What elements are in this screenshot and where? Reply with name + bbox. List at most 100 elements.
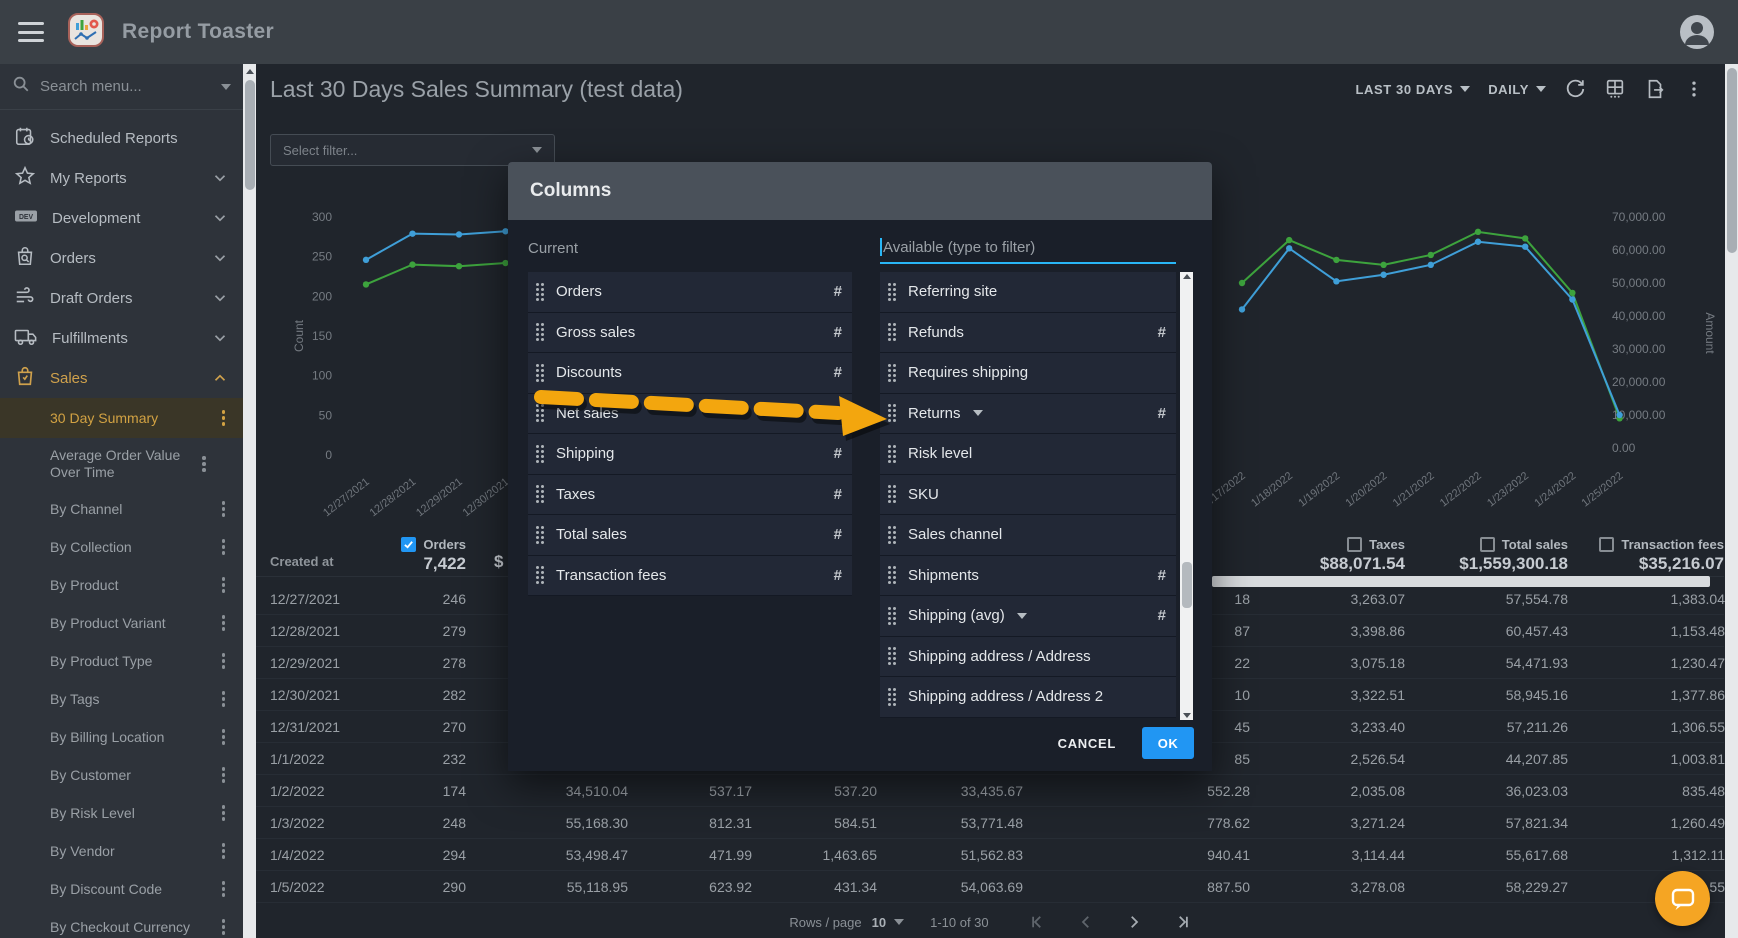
sidebar-item-by-product-variant[interactable]: By Product Variant xyxy=(0,604,243,642)
sidebar-item-scheduled-reports[interactable]: Scheduled Reports xyxy=(0,118,243,158)
drag-handle-icon[interactable] xyxy=(888,283,896,301)
last-page-button[interactable] xyxy=(1173,913,1191,931)
column-header-orders[interactable]: Orders 7,422 xyxy=(401,537,466,574)
checkbox-unchecked-icon[interactable] xyxy=(1599,537,1614,552)
kebab-menu-icon[interactable] xyxy=(218,763,230,787)
checkbox-unchecked-icon[interactable] xyxy=(1347,537,1362,552)
scroll-down-icon[interactable] xyxy=(1183,713,1191,718)
sidebar-item-average-order-value-over-time[interactable]: Average Order Value Over Time xyxy=(0,438,243,490)
sidebar-item-my-reports[interactable]: My Reports xyxy=(0,158,243,198)
drag-handle-icon[interactable] xyxy=(536,526,544,544)
granularity-button[interactable]: DAILY xyxy=(1488,82,1546,97)
current-column-taxes[interactable]: Taxes# xyxy=(528,475,852,516)
available-column-risk-level[interactable]: Risk level xyxy=(880,434,1176,475)
table-view-button[interactable] xyxy=(1604,78,1626,100)
sidebar-item-by-risk-level[interactable]: By Risk Level xyxy=(0,794,243,832)
drag-handle-icon[interactable] xyxy=(536,404,544,422)
available-column-sku[interactable]: SKU xyxy=(880,475,1176,516)
kebab-menu-icon[interactable] xyxy=(218,725,230,749)
current-column-gross-sales[interactable]: Gross sales# xyxy=(528,313,852,354)
available-column-returns[interactable]: Returns# xyxy=(880,394,1176,435)
sidebar-item-30-day-summary[interactable]: 30 Day Summary xyxy=(0,398,243,438)
current-column-transaction-fees[interactable]: Transaction fees# xyxy=(528,556,852,597)
drag-handle-icon[interactable] xyxy=(888,566,896,584)
drag-handle-icon[interactable] xyxy=(888,323,896,341)
current-column-net-sales[interactable]: Net sales# xyxy=(528,394,852,435)
sidebar-item-by-tags[interactable]: By Tags xyxy=(0,680,243,718)
column-header-total-sales[interactable]: Total sales $1,559,300.18 xyxy=(1459,537,1568,574)
sidebar-item-by-customer[interactable]: By Customer xyxy=(0,756,243,794)
current-column-shipping[interactable]: Shipping# xyxy=(528,434,852,475)
table-row[interactable]: 1/4/202229453,498.47471.991,463.6551,562… xyxy=(256,839,1724,871)
column-header-taxes[interactable]: Taxes $88,071.54 xyxy=(1320,537,1405,574)
kebab-menu-icon[interactable] xyxy=(198,452,210,476)
cancel-button[interactable]: CANCEL xyxy=(1048,728,1126,759)
ok-button[interactable]: OK xyxy=(1142,727,1194,759)
available-filter-input[interactable]: Available (type to filter) xyxy=(880,232,1176,264)
table-row[interactable]: 1/3/202224855,168.30812.31584.5153,771.4… xyxy=(256,807,1724,839)
refresh-button[interactable] xyxy=(1564,78,1586,100)
sidebar-scrollbar[interactable] xyxy=(243,64,256,938)
available-column-shipping-address-address-2[interactable]: Shipping address / Address 2 xyxy=(880,677,1176,718)
sidebar-item-sales[interactable]: Sales xyxy=(0,358,243,398)
kebab-menu-icon[interactable] xyxy=(218,573,230,597)
kebab-menu-icon[interactable] xyxy=(218,406,230,430)
main-scrollbar[interactable] xyxy=(1725,64,1738,938)
current-column-discounts[interactable]: Discounts# xyxy=(528,353,852,394)
kebab-menu-icon[interactable] xyxy=(218,611,230,635)
sidebar-item-by-channel[interactable]: By Channel xyxy=(0,490,243,528)
scroll-up-icon[interactable] xyxy=(246,69,254,74)
drag-handle-icon[interactable] xyxy=(888,485,896,503)
kebab-menu-icon[interactable] xyxy=(218,497,230,521)
chevron-down-icon[interactable] xyxy=(1017,613,1027,619)
available-column-shipping-address-address[interactable]: Shipping address / Address xyxy=(880,637,1176,678)
current-column-total-sales[interactable]: Total sales# xyxy=(528,515,852,556)
scrollbar-thumb[interactable] xyxy=(1182,562,1192,608)
date-range-button[interactable]: LAST 30 DAYS xyxy=(1355,82,1470,97)
available-column-refunds[interactable]: Refunds# xyxy=(880,313,1176,354)
drag-handle-icon[interactable] xyxy=(888,404,896,422)
drag-handle-icon[interactable] xyxy=(888,607,896,625)
hamburger-menu-icon[interactable] xyxy=(18,22,44,42)
drag-handle-icon[interactable] xyxy=(536,445,544,463)
available-column-sales-channel[interactable]: Sales channel xyxy=(880,515,1176,556)
sidebar-item-fulfillments[interactable]: Fulfillments xyxy=(0,318,243,358)
kebab-menu-icon[interactable] xyxy=(218,915,230,938)
kebab-menu-icon[interactable] xyxy=(218,649,230,673)
kebab-menu-icon[interactable] xyxy=(218,535,230,559)
table-row[interactable]: 1/5/202229055,118.95623.92431.3454,063.6… xyxy=(256,871,1724,903)
drag-handle-icon[interactable] xyxy=(536,364,544,382)
more-options-icon[interactable] xyxy=(1684,79,1704,99)
sidebar-item-by-vendor[interactable]: By Vendor xyxy=(0,832,243,870)
sidebar-item-draft-orders[interactable]: Draft Orders xyxy=(0,278,243,318)
kebab-menu-icon[interactable] xyxy=(218,687,230,711)
scrollbar-thumb[interactable] xyxy=(245,80,255,190)
sidebar-item-by-checkout-currency[interactable]: By Checkout Currency xyxy=(0,908,243,938)
sidebar-item-by-product-type[interactable]: By Product Type xyxy=(0,642,243,680)
sidebar-search[interactable]: Search menu... xyxy=(0,64,243,110)
sidebar-item-orders[interactable]: Orders xyxy=(0,238,243,278)
sidebar-item-by-collection[interactable]: By Collection xyxy=(0,528,243,566)
drag-handle-icon[interactable] xyxy=(888,688,896,706)
sidebar-item-by-product[interactable]: By Product xyxy=(0,566,243,604)
available-column-referring-site[interactable]: Referring site xyxy=(880,272,1176,313)
sidebar-item-development[interactable]: DEVDevelopment xyxy=(0,198,243,238)
chevron-down-icon[interactable] xyxy=(973,410,983,416)
drag-handle-icon[interactable] xyxy=(536,323,544,341)
scrollbar-thumb[interactable] xyxy=(1727,68,1737,253)
first-page-button[interactable] xyxy=(1029,913,1047,931)
kebab-menu-icon[interactable] xyxy=(218,801,230,825)
checkbox-checked-icon[interactable] xyxy=(401,537,416,552)
sidebar-item-by-billing-location[interactable]: By Billing Location xyxy=(0,718,243,756)
previous-page-button[interactable] xyxy=(1077,913,1095,931)
column-header-transaction-fees[interactable]: Transaction fees $35,216.07 xyxy=(1599,537,1724,574)
drag-handle-icon[interactable] xyxy=(888,647,896,665)
rows-per-page-select[interactable]: 10 xyxy=(872,915,904,930)
drag-handle-icon[interactable] xyxy=(536,283,544,301)
user-avatar[interactable] xyxy=(1678,13,1716,51)
next-page-button[interactable] xyxy=(1125,913,1143,931)
available-column-shipping-avg[interactable]: Shipping (avg)# xyxy=(880,596,1176,637)
kebab-menu-icon[interactable] xyxy=(218,877,230,901)
sidebar-item-by-discount-code[interactable]: By Discount Code xyxy=(0,870,243,908)
chat-fab-button[interactable] xyxy=(1655,871,1710,926)
